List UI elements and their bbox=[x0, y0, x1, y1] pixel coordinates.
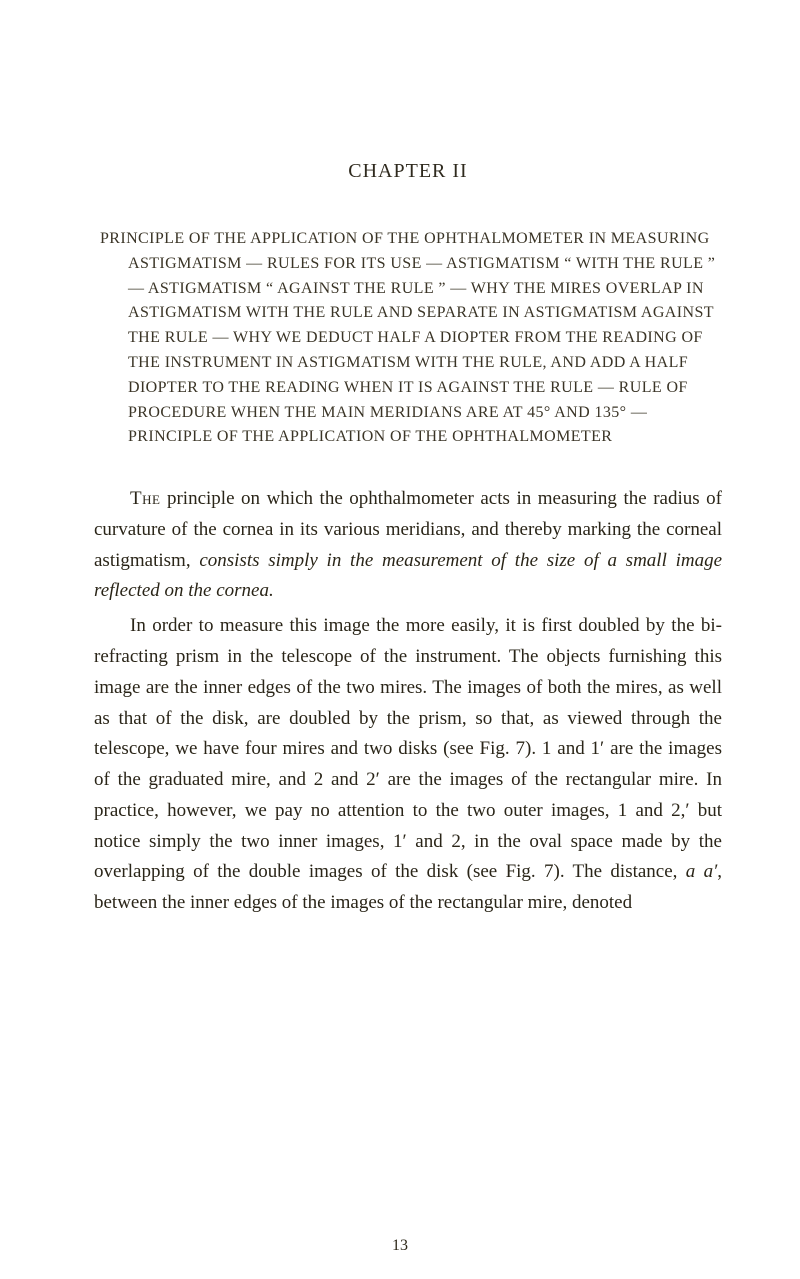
paragraph-2: In order to measure this image the more … bbox=[94, 611, 722, 919]
chapter-title: CHAPTER II bbox=[94, 160, 722, 183]
paragraph-2-italic: a a′ bbox=[686, 861, 717, 882]
paragraph-1-lead: The bbox=[130, 488, 160, 509]
paragraph-1: The principle on which the ophthalmomete… bbox=[94, 484, 722, 607]
chapter-heading-text: PRINCIPLE OF THE APPLICATION OF THE OPHT… bbox=[100, 227, 716, 450]
paragraph-2-body-a: In order to measure this image the more … bbox=[94, 615, 722, 882]
page-number: 13 bbox=[0, 1237, 800, 1255]
chapter-heading: PRINCIPLE OF THE APPLICATION OF THE OPHT… bbox=[100, 227, 716, 450]
